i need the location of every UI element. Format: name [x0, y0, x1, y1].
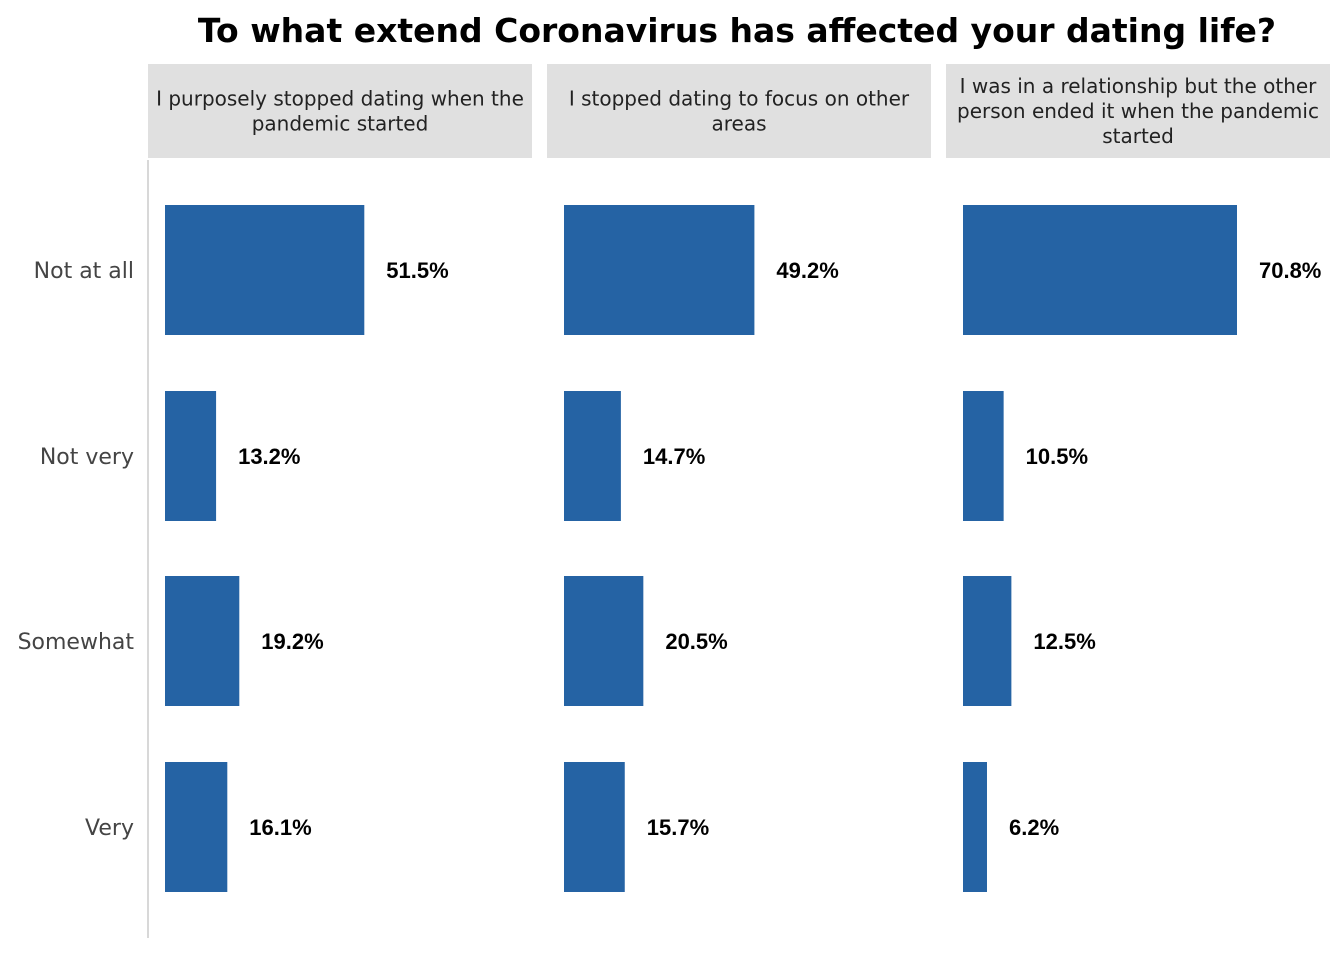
bar-value-label: 10.5%	[1026, 444, 1088, 469]
panel-header-text: areas	[711, 112, 766, 136]
bar	[963, 762, 987, 892]
bar	[165, 391, 217, 521]
bar	[564, 391, 621, 521]
panel-header-text: I purposely stopped dating when the	[156, 87, 524, 111]
bar-value-label: 70.8%	[1259, 258, 1321, 283]
panel-header-background	[946, 64, 1330, 158]
panel-header-text: I was in a relationship but the other	[960, 74, 1318, 98]
bar	[564, 205, 755, 335]
bar-value-label: 13.2%	[238, 444, 300, 469]
bar-value-label: 12.5%	[1033, 629, 1095, 654]
category-labels: Not at all Not very Somewhat Very	[18, 259, 135, 841]
bar-value-label: 19.2%	[261, 629, 323, 654]
chart-panels: I purposely stopped dating when thepande…	[148, 64, 1330, 892]
bar-value-label: 15.7%	[647, 815, 709, 840]
panel-header-text: started	[1102, 124, 1174, 148]
bar	[963, 205, 1237, 335]
bar	[564, 576, 644, 706]
bar-value-label: 20.5%	[665, 629, 727, 654]
bar	[165, 205, 365, 335]
bar	[963, 576, 1012, 706]
panel-header-text: person ended it when the pandemic	[957, 99, 1319, 123]
panel: I purposely stopped dating when thepande…	[148, 64, 532, 892]
bar-value-label: 6.2%	[1009, 815, 1059, 840]
category-label: Somewhat	[18, 630, 135, 655]
panel-header-text: pandemic started	[252, 112, 429, 136]
bar-value-label: 49.2%	[776, 258, 838, 283]
bar	[963, 391, 1004, 521]
panel: I was in a relationship but the otherper…	[946, 64, 1330, 892]
bar-value-label: 16.1%	[249, 815, 311, 840]
chart-title: To what extend Coronavirus has affected …	[198, 11, 1276, 50]
panel-header-background	[148, 64, 532, 158]
bar	[564, 762, 625, 892]
bar	[165, 576, 240, 706]
panel-header-background	[547, 64, 931, 158]
panel-header-text: I stopped dating to focus on other	[569, 87, 910, 111]
bar	[165, 762, 228, 892]
category-label: Very	[85, 816, 134, 841]
category-label: Not at all	[34, 259, 134, 284]
category-label: Not very	[40, 445, 134, 470]
bar-value-label: 51.5%	[386, 258, 448, 283]
bar-value-label: 14.7%	[643, 444, 705, 469]
